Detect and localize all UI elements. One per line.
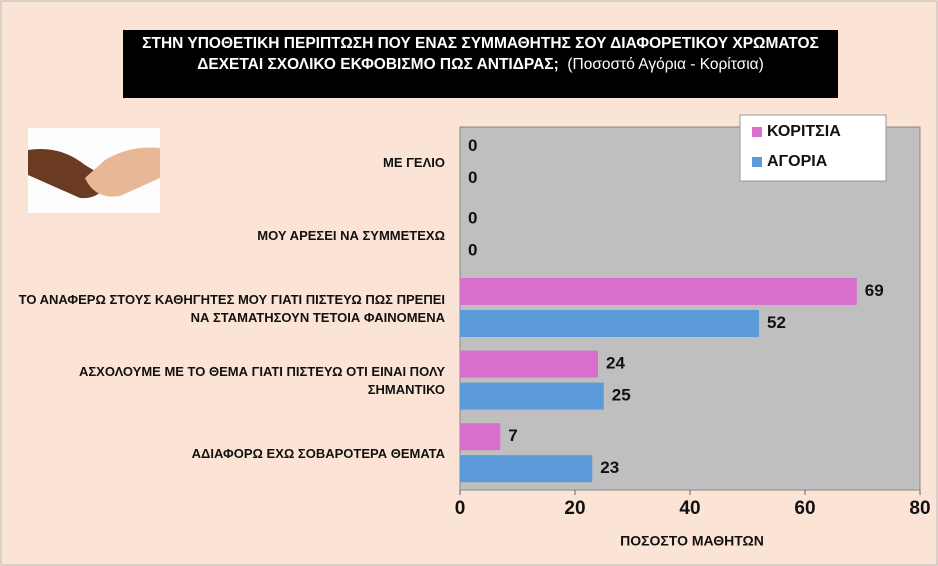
x-tick-label: 40 <box>679 498 700 519</box>
bar <box>460 350 598 378</box>
plot-area <box>459 126 921 491</box>
value-label: 23 <box>600 458 619 477</box>
bar <box>460 310 759 337</box>
x-tick-label: 60 <box>794 498 815 519</box>
category-label: ΑΣΧΟΛΟΥΜΕ ΜΕ ΤΟ ΘΕΜΑ ΓΙΑΤΙ ΠΙΣΤΕΥΩ ΟΤΙ Ε… <box>78 364 445 398</box>
value-label: 0 <box>468 136 477 155</box>
chart-title-box: ΣΤΗΝ ΥΠΟΘΕΤΙΚΗ ΠΕΡΙΠΤΩΣΗ ΠΟΥ ΕΝΑΣ ΣΥΜΜΑΘ… <box>123 30 838 98</box>
value-label: 69 <box>865 281 884 300</box>
bar <box>460 382 604 410</box>
x-tick-label: 20 <box>564 498 585 519</box>
legend-label: ΚΟΡΙΤΣΙΑ <box>767 123 841 140</box>
x-tick-label: 0 <box>455 498 466 519</box>
value-label: 7 <box>508 426 517 445</box>
chart-subtitle: (Ποσοστό Αγόρια - Κορίτσια) <box>567 56 764 73</box>
value-label: 0 <box>468 208 477 227</box>
chart-title: ΣΤΗΝ ΥΠΟΘΕΤΙΚΗ ΠΕΡΙΠΤΩΣΗ ΠΟΥ ΕΝΑΣ ΣΥΜΜΑΘ… <box>142 35 819 73</box>
legend-swatch <box>752 127 762 137</box>
x-tick-label: 80 <box>909 498 930 519</box>
value-label: 25 <box>612 386 631 405</box>
bar <box>460 455 593 483</box>
value-label: 24 <box>606 354 625 373</box>
category-label: ΑΔΙΑΦΟΡΩ ΕΧΩ ΣΟΒΑΡΟΤΕΡΑ ΘΕΜΑΤΑ <box>191 445 445 461</box>
category-label: ΜΟΥ ΑΡΕΣΕΙ ΝΑ ΣΥΜΜΕΤΕΧΩ <box>257 227 445 243</box>
x-axis-label: ΠΟΣΟΣΤΟ ΜΑΘΗΤΩΝ <box>620 533 764 549</box>
value-label: 0 <box>468 168 477 187</box>
bar <box>460 278 857 305</box>
legend-label: ΑΓΟΡΙΑ <box>767 153 828 170</box>
category-label: ΜΕ ΓΕΛΙΟ <box>383 155 445 171</box>
bar <box>460 423 501 451</box>
value-label: 0 <box>468 240 477 259</box>
category-label: ΤΟ ΑΝΑΦΕΡΩ ΣΤΟΥΣ ΚΑΘΗΓΗΤΕΣ ΜΟΥ ΓΙΑΤΙ ΠΙΣ… <box>18 291 445 325</box>
legend-swatch <box>752 157 762 167</box>
handshake-image <box>28 128 160 213</box>
legend-box <box>739 114 887 182</box>
value-label: 52 <box>767 313 786 332</box>
